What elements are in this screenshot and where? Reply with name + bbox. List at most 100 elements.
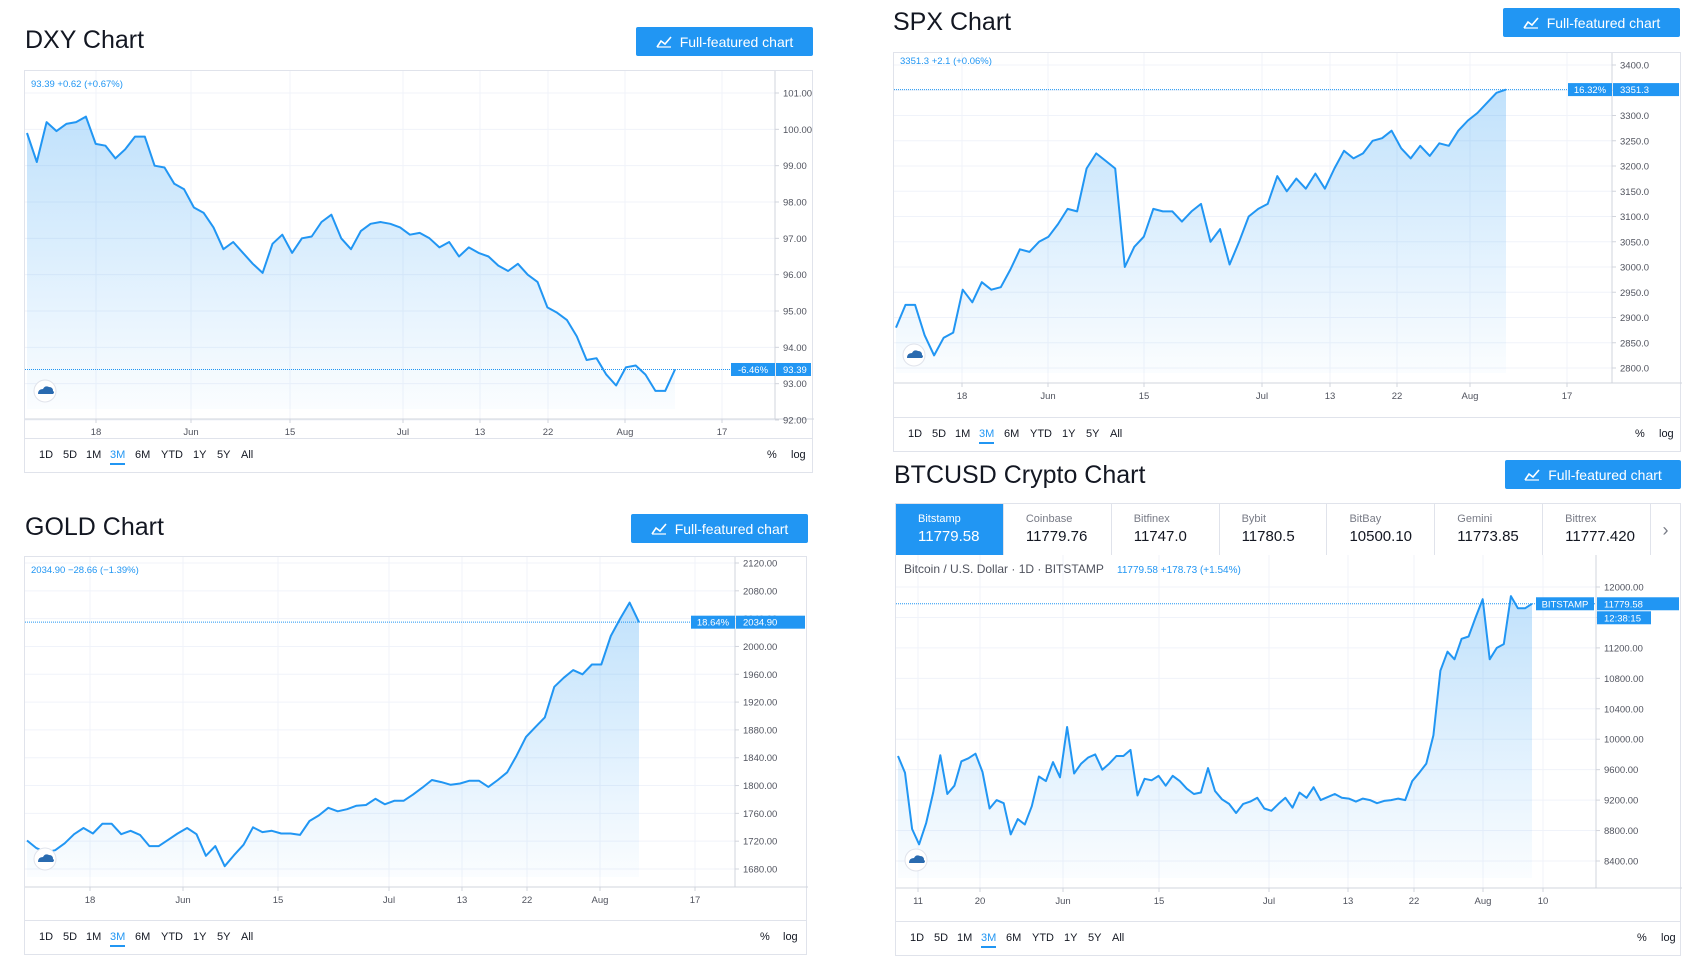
timeframe-ytd[interactable]: YTD xyxy=(161,931,183,943)
chevron-right-icon[interactable]: › xyxy=(1662,519,1669,540)
dxy-chart-panel[interactable]: 101.00 100.00 99.00 98.00 97.00 96.00 95.00 94.… xyxy=(24,70,814,473)
exchange-name: BitBay xyxy=(1349,513,1382,525)
tradingview-logo-icon[interactable] xyxy=(904,848,928,872)
exchange-tab-bittrex[interactable]: Bittrex 11777.420 xyxy=(1543,504,1652,556)
timeframe-6m[interactable]: 6M xyxy=(1004,428,1020,440)
y-tick-label: 9200.00 xyxy=(1604,796,1638,807)
exchange-price: 10500.10 xyxy=(1349,528,1413,545)
x-tick-label: 13 xyxy=(1325,391,1336,402)
timeframe-1m[interactable]: 1M xyxy=(86,449,102,461)
tradingview-logo-icon[interactable] xyxy=(33,379,57,403)
timeframe-5y[interactable]: 5Y xyxy=(217,449,231,461)
y-tick-label: 3250.0 xyxy=(1620,136,1649,147)
exchange-name: Bitfinex xyxy=(1133,513,1170,525)
btc-chart-svg[interactable]: 12000.0011600.0011200.0010800.0010400.00… xyxy=(896,555,1682,922)
exchange-tab-coinbase[interactable]: Coinbase 11779.76 xyxy=(1004,504,1112,556)
log-scale-toggle[interactable]: log xyxy=(783,931,798,943)
gold-full-featured-chart-button[interactable]: Full-featured chart xyxy=(631,514,808,543)
exchange-tab-bitfinex[interactable]: Bitfinex 11747.0 xyxy=(1112,504,1220,556)
spx-full-featured-chart-button[interactable]: Full-featured chart xyxy=(1503,8,1680,37)
y-tick-label: 99.00 xyxy=(783,161,807,172)
dxy-chart-svg[interactable]: 101.00 100.00 99.00 98.00 97.00 96.00 95.00 94.… xyxy=(25,71,814,440)
percent-scale-toggle[interactable]: % xyxy=(1635,428,1645,440)
exchange-price: 11747.0 xyxy=(1133,528,1187,545)
timeframe-all[interactable]: All xyxy=(241,931,254,943)
timeframe-all[interactable]: All xyxy=(1112,932,1125,944)
timeframe-5d[interactable]: 5D xyxy=(932,428,947,440)
exchange-name: Bitstamp xyxy=(918,513,961,525)
x-tick-label: 13 xyxy=(475,427,486,438)
timeframe-1d[interactable]: 1D xyxy=(908,428,923,440)
timeframe-6m[interactable]: 6M xyxy=(135,449,151,461)
timeframe-5y[interactable]: 5Y xyxy=(217,931,231,943)
timeframe-1m[interactable]: 1M xyxy=(955,428,971,440)
log-scale-toggle[interactable]: log xyxy=(1659,428,1674,440)
percent-scale-toggle[interactable]: % xyxy=(1637,932,1647,944)
timeframe-5d[interactable]: 5D xyxy=(63,449,78,461)
gold-chart-panel[interactable]: 2120.002080.002040.002000.001960.001920.… xyxy=(24,556,808,955)
y-tick-label: 94.00 xyxy=(783,343,807,354)
spx-chart-panel[interactable]: 3400.03350.03300.03250.03200.03150.03100… xyxy=(893,52,1682,452)
dxy-full-featured-chart-button[interactable]: Full-featured chart xyxy=(636,27,813,56)
tradingview-logo-icon[interactable] xyxy=(902,343,926,367)
timeframe-all[interactable]: All xyxy=(1110,428,1123,440)
gold-title: GOLD Chart xyxy=(25,513,164,541)
timeframe-1y[interactable]: 1Y xyxy=(193,931,207,943)
timeframe-3m[interactable]: 3M xyxy=(979,428,995,444)
timeframe-3m[interactable]: 3M xyxy=(110,449,126,465)
timeframe-1y[interactable]: 1Y xyxy=(1062,428,1076,440)
chart-icon xyxy=(651,522,667,535)
btc-price-line xyxy=(897,595,1533,846)
y-tick-label: 3000.0 xyxy=(1620,263,1649,274)
timeframe-5y[interactable]: 5Y xyxy=(1088,932,1102,944)
timeframe-1y[interactable]: 1Y xyxy=(1064,932,1078,944)
exchange-tab-bitbay[interactable]: BitBay 10500.10 xyxy=(1327,504,1436,556)
spx-chart-svg[interactable]: 3400.03350.03300.03250.03200.03150.03100… xyxy=(894,53,1682,419)
timeframe-5d[interactable]: 5D xyxy=(934,932,949,944)
timeframe-5y[interactable]: 5Y xyxy=(1086,428,1100,440)
timeframe-6m[interactable]: 6M xyxy=(1006,932,1022,944)
exchange-tab-bitstamp[interactable]: Bitstamp 11779.58 xyxy=(896,504,1004,556)
percent-scale-toggle[interactable]: % xyxy=(760,931,770,943)
x-tick-label: 17 xyxy=(1562,391,1573,402)
exchange-tab-gemini[interactable]: Gemini 11773.85 xyxy=(1435,504,1544,556)
timeframe-1m[interactable]: 1M xyxy=(957,932,973,944)
timeframe-all[interactable]: All xyxy=(241,449,254,461)
timeframe-6m[interactable]: 6M xyxy=(135,931,151,943)
timeframe-ytd[interactable]: YTD xyxy=(1032,932,1054,944)
y-tick-label: 1840.00 xyxy=(743,753,777,764)
y-tick-label: 2850.0 xyxy=(1620,338,1649,349)
timeframe-3m[interactable]: 3M xyxy=(110,931,126,947)
exchange-price: 11777.420 xyxy=(1565,528,1635,545)
gold-chart-svg[interactable]: 2120.002080.002040.002000.001960.001920.… xyxy=(25,557,808,922)
btc-exchange-badge xyxy=(1536,597,1594,611)
percent-scale-toggle[interactable]: % xyxy=(767,449,777,461)
exchange-tab-bybit[interactable]: Bybit 11780.5 xyxy=(1220,504,1328,556)
dxy-title: DXY Chart xyxy=(25,26,145,54)
timeframe-3m[interactable]: 3M xyxy=(981,932,997,948)
x-tick-label: 22 xyxy=(1409,896,1420,907)
y-tick-label: 1720.00 xyxy=(743,837,777,848)
y-tick-label: 3150.0 xyxy=(1620,187,1649,198)
spx-percent-badge-text: 16.32% xyxy=(1574,85,1607,96)
timeframe-1y[interactable]: 1Y xyxy=(193,449,207,461)
timeframe-ytd[interactable]: YTD xyxy=(161,449,183,461)
timeframe-5d[interactable]: 5D xyxy=(63,931,78,943)
gold-quote: 2034.90 −28.66 (−1.39%) xyxy=(31,565,139,576)
timeframe-1m[interactable]: 1M xyxy=(86,931,102,943)
x-tick-label: Jun xyxy=(1040,391,1055,402)
y-tick-label: 8400.00 xyxy=(1604,857,1638,868)
y-tick-label: 3050.0 xyxy=(1620,237,1649,248)
timeframe-1d[interactable]: 1D xyxy=(39,931,54,943)
timeframe-1d[interactable]: 1D xyxy=(39,449,54,461)
btc-countdown-badge xyxy=(1597,611,1651,625)
log-scale-toggle[interactable]: log xyxy=(1661,932,1676,944)
timeframe-ytd[interactable]: YTD xyxy=(1030,428,1052,440)
timeframe-1d[interactable]: 1D xyxy=(910,932,925,944)
exchange-name: Bittrex xyxy=(1565,513,1597,525)
spx-quote: 3351.3 +2.1 (+0.06%) xyxy=(900,56,992,67)
btc-chart-panel[interactable]: 12000.0011600.0011200.0010800.0010400.00… xyxy=(895,555,1682,956)
log-scale-toggle[interactable]: log xyxy=(791,449,806,461)
tradingview-logo-icon[interactable] xyxy=(33,847,57,871)
btc-full-featured-chart-button[interactable]: Full-featured chart xyxy=(1505,460,1681,489)
